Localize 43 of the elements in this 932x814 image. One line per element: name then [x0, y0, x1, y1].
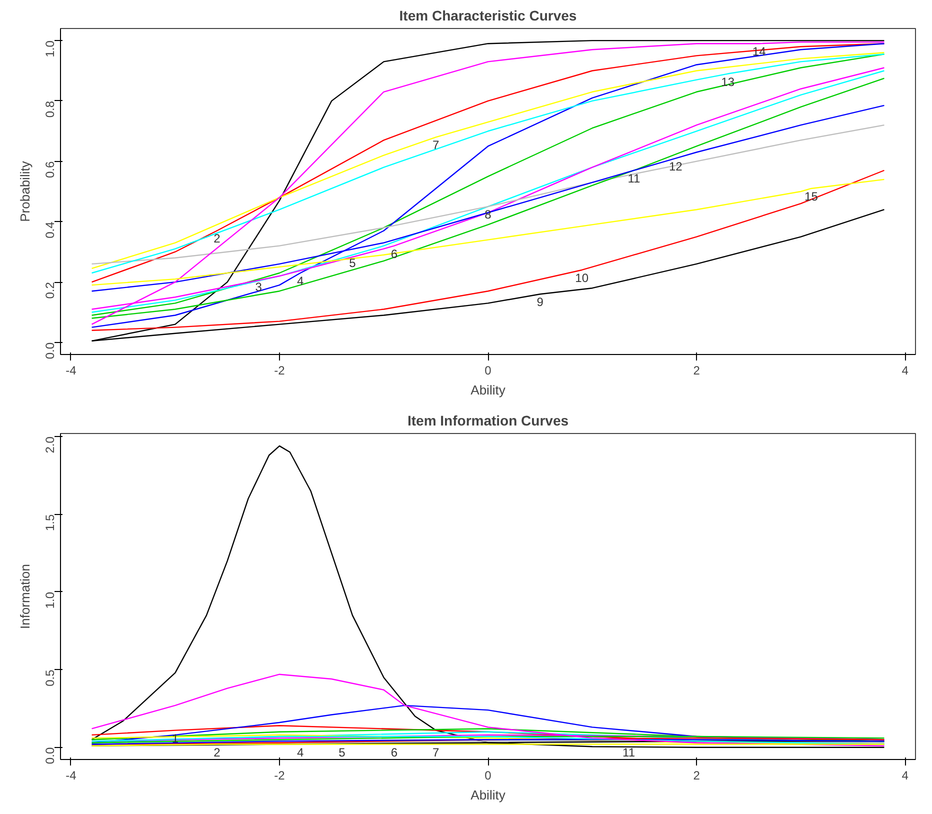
- y-tick-label: 1.0: [43, 40, 57, 58]
- annotation: 5: [338, 745, 346, 760]
- annotation: 11: [628, 171, 641, 186]
- annotation: 11: [622, 745, 636, 760]
- x-tick-label: 2: [693, 768, 700, 782]
- x-tick-label: 4: [902, 768, 909, 782]
- x-axis-title: Ability: [470, 382, 506, 398]
- y-tick-label: 1.5: [43, 514, 57, 531]
- y-tick-label: 0.5: [43, 669, 57, 686]
- annotation: 7: [432, 138, 440, 152]
- y-tick-label: 1.0: [43, 592, 57, 609]
- annotation: 2: [214, 232, 221, 246]
- annotation: 3: [255, 280, 262, 294]
- y-tick-label: 2.0: [43, 436, 57, 454]
- y-tick-label: 0.4: [43, 221, 57, 238]
- annotation: 6: [390, 745, 398, 760]
- x-tick-label: -2: [274, 364, 286, 378]
- annotation: 9: [536, 295, 544, 310]
- chart-title: Item Characteristic Curves: [399, 8, 577, 24]
- annotation: 1: [172, 731, 179, 746]
- x-axis-title: Ability: [470, 788, 506, 802]
- y-tick-label: 0.2: [43, 282, 57, 299]
- annotation: 12: [669, 159, 683, 174]
- annotation: 5: [349, 256, 356, 270]
- x-tick-label: 0: [484, 768, 492, 782]
- y-tick-label: 0.0: [43, 747, 57, 764]
- annotation: 10: [575, 270, 589, 285]
- x-tick-label: -2: [274, 768, 286, 782]
- x-tick-label: -4: [66, 768, 77, 782]
- y-tick-label: 0.8: [43, 100, 57, 118]
- annotation: 4: [296, 745, 304, 760]
- y-axis-title: Probability: [18, 160, 32, 222]
- chart-title: Item Information Curves: [407, 412, 569, 428]
- annotation: 7: [432, 745, 440, 760]
- x-tick-label: 0: [484, 364, 492, 378]
- annotation: 4: [296, 274, 304, 288]
- x-tick-label: 4: [902, 364, 909, 378]
- x-tick-label: -4: [66, 364, 77, 378]
- y-axis-title: Information: [18, 564, 32, 630]
- x-tick-label: 2: [693, 364, 700, 378]
- y-tick-label: 0.6: [43, 160, 57, 178]
- annotation: 2: [214, 745, 221, 760]
- y-tick-label: 0.0: [43, 342, 57, 360]
